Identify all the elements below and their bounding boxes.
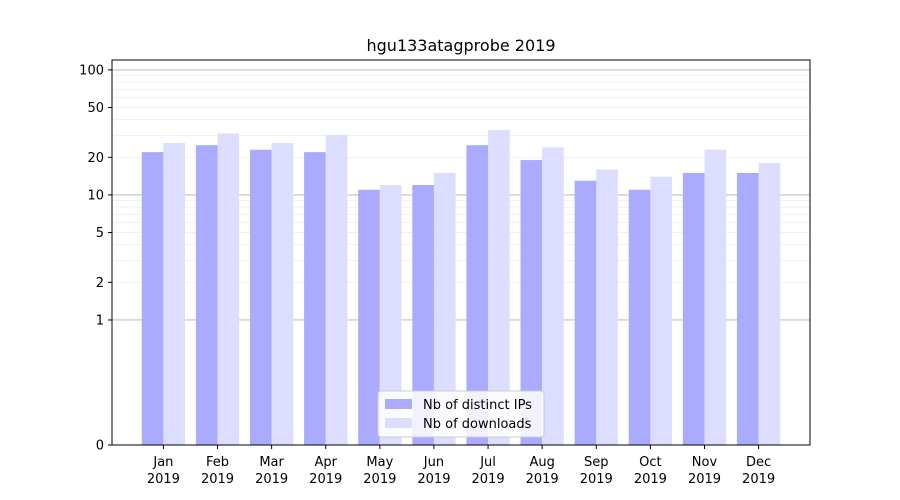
x-tick-label-year: 2019 (147, 472, 180, 487)
bar-distinct-ips (358, 189, 380, 445)
x-tick-label-year: 2019 (417, 472, 450, 487)
x-tick-label-month: Oct (639, 455, 661, 470)
y-tick-label: 0 (96, 439, 104, 454)
bar-downloads (271, 143, 294, 445)
bar-distinct-ips (249, 149, 272, 446)
x-tick-label-month: Jan (152, 455, 173, 470)
bar-downloads (758, 163, 781, 445)
x-tick-label-month: Aug (529, 455, 554, 470)
y-tick-label: 50 (87, 101, 104, 116)
bar-downloads (650, 176, 673, 445)
x-tick-label-month: May (366, 455, 393, 470)
legend-swatch (385, 418, 412, 428)
bar-distinct-ips (520, 160, 543, 445)
x-tick-label-month: Mar (259, 455, 284, 470)
x-tick-label-year: 2019 (742, 472, 775, 487)
legend-swatch (385, 399, 412, 409)
x-tick-label-year: 2019 (255, 472, 288, 487)
y-tick-label: 1 (96, 313, 104, 328)
bar-distinct-ips (736, 172, 759, 445)
bar-distinct-ips (195, 145, 218, 445)
bar-distinct-ips (141, 152, 164, 445)
bar-downloads (488, 130, 510, 445)
bars (141, 130, 781, 446)
bar-downloads (704, 149, 727, 446)
plot-frame (111, 59, 811, 446)
x-tick-label-year: 2019 (580, 472, 613, 487)
bar-distinct-ips (682, 172, 705, 445)
bar-distinct-ips (466, 145, 489, 445)
x-tick-label-year: 2019 (472, 472, 505, 487)
x-tick-label-month: Feb (206, 455, 229, 470)
y-tick-label: 20 (87, 151, 104, 166)
y-tick-label: 5 (96, 226, 104, 241)
x-axis: Jan 2019 Feb 2019 Mar 2019 Apr 2019 May 2019 Jun 20… (147, 445, 775, 487)
bar-downloads (596, 169, 618, 445)
x-tick-label-month: Jul (479, 455, 496, 470)
x-tick-label-month: Nov (692, 455, 718, 470)
bar-distinct-ips (574, 180, 597, 445)
x-tick-label-year: 2019 (201, 472, 234, 487)
x-tick-label-month: Dec (746, 455, 771, 470)
legend-box (377, 390, 545, 438)
x-tick-label-year: 2019 (526, 472, 559, 487)
x-tick-label-year: 2019 (688, 472, 721, 487)
bar-distinct-ips (628, 189, 651, 445)
bar-downloads (325, 135, 348, 445)
bar-downloads (163, 143, 186, 445)
x-tick-label-year: 2019 (309, 472, 342, 487)
x-tick-label-year: 2019 (634, 472, 667, 487)
y-tick-label: 2 (96, 276, 104, 291)
y-tick-label: 100 (79, 63, 104, 78)
y-tick-label: 10 (87, 188, 104, 203)
chart-title: hgu133atagprobe 2019 (367, 36, 556, 55)
legend-label: Nb of distinct IPs (423, 398, 532, 413)
legend: Nb of distinct IPs Nb of downloads (377, 390, 545, 438)
bar-downloads (379, 185, 402, 445)
x-tick-label-month: Jun (423, 455, 444, 470)
bar-downloads (542, 147, 564, 446)
x-tick-label-month: Sep (584, 455, 609, 470)
y-axis: 0 1 2 5 10 20 50 100 (79, 63, 112, 454)
x-tick-label-year: 2019 (363, 472, 396, 487)
x-tick-label-month: Apr (314, 455, 337, 470)
legend-label: Nb of downloads (423, 417, 532, 432)
bar-downloads (433, 172, 456, 445)
bar-downloads (217, 133, 240, 445)
bar-distinct-ips (412, 185, 434, 445)
bar-distinct-ips (304, 152, 326, 445)
